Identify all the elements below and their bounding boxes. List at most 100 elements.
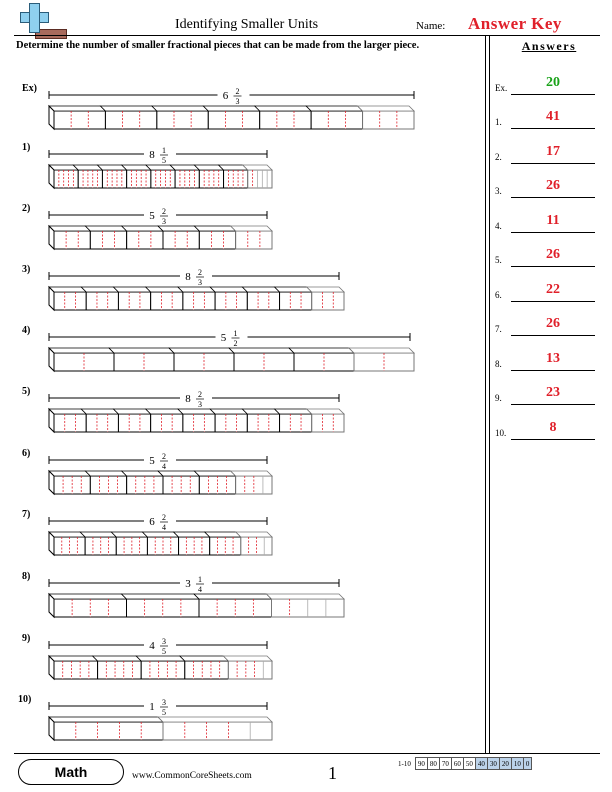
unit-block-top (157, 470, 201, 477)
unit-block (126, 230, 164, 250)
bar-side-face (48, 715, 55, 742)
answer-number: 8. (495, 359, 502, 369)
unit-block-top (273, 286, 313, 293)
unit-block-top (48, 408, 88, 415)
unit-block (53, 110, 106, 130)
unit-block-top (48, 225, 92, 232)
unit-block (150, 291, 184, 311)
unit-block-top (193, 470, 237, 477)
answer-line (511, 439, 595, 440)
unit-block (182, 291, 216, 311)
unit-block-top (112, 286, 152, 293)
answer-line (511, 370, 595, 371)
unit-block-top (234, 531, 273, 538)
mixed-number-numerator: 3 (162, 698, 166, 707)
score-cell: 40 (474, 757, 488, 770)
unit-block (117, 413, 152, 433)
unit-block-top (48, 655, 99, 662)
mixed-number-numerator: 2 (162, 207, 166, 216)
logo-plus-icon-vertical (29, 3, 40, 33)
unit-block-top (176, 408, 217, 415)
unit-block-top (229, 470, 273, 477)
unit-block-top (108, 347, 175, 354)
answer-line (511, 301, 595, 302)
answer-value: 23 (546, 385, 560, 400)
answer-number: 3. (495, 186, 502, 196)
problem-label: Ex) (22, 83, 37, 94)
problem-label: 9) (22, 633, 31, 644)
bar-side-face (48, 469, 55, 496)
unit-block-top (48, 286, 88, 293)
unit-block (227, 660, 273, 680)
site-url[interactable]: www.CommonCoreSheets.com (132, 771, 252, 781)
score-cell: 30 (486, 757, 500, 770)
footer-divider (14, 753, 600, 754)
answer-line (511, 404, 595, 405)
unit-block (150, 413, 184, 433)
unit-block (259, 110, 312, 130)
unit-block-top (112, 408, 152, 415)
score-cell: 10 (510, 757, 524, 770)
mixed-number-whole: 8 (185, 271, 191, 283)
unit-block (223, 169, 249, 189)
unit-block (126, 169, 152, 189)
unit-block (311, 413, 345, 433)
answer-number: 4. (495, 221, 502, 231)
unit-block-top (193, 593, 273, 600)
unit-block (97, 660, 142, 680)
mixed-number-denominator: 5 (162, 647, 166, 656)
mixed-number-whole: 5 (149, 455, 155, 467)
mixed-number-numerator: 1 (234, 329, 238, 338)
bar-side-face (48, 530, 55, 557)
unit-block-top (135, 655, 186, 662)
score-range-label: 1-10 (398, 759, 411, 768)
unit-block (53, 230, 91, 250)
mixed-number-whole: 5 (149, 210, 155, 222)
answer-value: 8 (549, 420, 557, 435)
unit-block (89, 230, 128, 250)
mixed-number-whole: 8 (149, 149, 155, 161)
mixed-number-whole: 4 (149, 640, 155, 652)
unit-block-top (48, 470, 92, 477)
answer-number: 10. (495, 428, 507, 438)
unit-block-top (178, 655, 230, 662)
header-divider (14, 35, 600, 36)
unit-block-top (80, 286, 120, 293)
mixed-number-denominator: 3 (236, 97, 240, 106)
answer-number: 5. (495, 255, 502, 265)
answer-value: 26 (546, 178, 560, 193)
unit-block (362, 110, 415, 130)
unit-block-top (48, 105, 107, 112)
unit-block-top (172, 531, 211, 538)
unit-block (310, 110, 364, 130)
unit-block (311, 291, 345, 311)
answer-key-label: Answer Key (468, 14, 562, 33)
answer-line (511, 163, 595, 164)
answer-line (511, 335, 595, 336)
problem-label: 1) (22, 142, 31, 153)
answer-value: 26 (546, 316, 560, 331)
unit-block-top (273, 408, 313, 415)
unit-block-top (305, 408, 345, 415)
answer-column-divider-inner (489, 36, 490, 753)
unit-block-top (120, 593, 200, 600)
bar-side-face (48, 285, 55, 312)
mixed-number-whole: 1 (149, 701, 155, 713)
unit-block-top (91, 655, 143, 662)
score-cell: 80 (426, 757, 440, 770)
mixed-number-denominator: 3 (198, 400, 202, 409)
answer-column-divider (485, 36, 486, 753)
unit-block (246, 291, 281, 311)
subject-badge: Math (18, 759, 124, 785)
mixed-number-numerator: 1 (162, 146, 166, 155)
unit-block-top (48, 347, 115, 354)
unit-block-top (79, 531, 118, 538)
unit-block (53, 721, 164, 741)
unit-block (162, 721, 273, 741)
mixed-number-whole: 8 (185, 393, 191, 405)
score-cell: 90 (414, 757, 428, 770)
unit-block (198, 169, 225, 189)
mixed-number-whole: 3 (185, 578, 191, 590)
problem-label: 2) (22, 203, 31, 214)
